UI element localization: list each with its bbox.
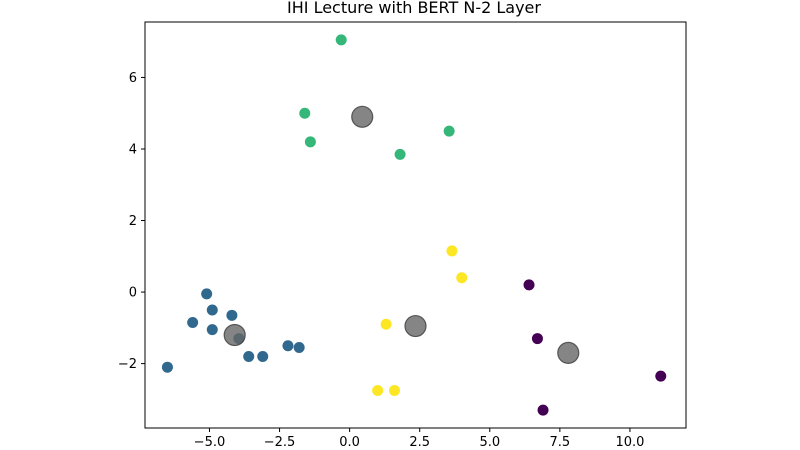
scatter-point-cluster-2: [304, 136, 316, 148]
scatter-point-cluster-1: [206, 324, 218, 336]
scatter-point-cluster-0: [655, 370, 667, 382]
scatter-point-cluster-1: [187, 316, 199, 328]
scatter-point-cluster-3: [388, 384, 400, 396]
scatter-point-cluster-1: [206, 304, 218, 316]
scatter-point-cluster-1: [161, 361, 173, 373]
scatter-point-cluster-1: [226, 309, 238, 321]
scatter-point-cluster-0: [523, 279, 535, 291]
x-tick-label: −5.0: [194, 435, 226, 450]
x-tick-label: 7.5: [550, 435, 571, 450]
plot-area: −5.0 −2.5 0.0 2.5 5.0 7.5 10.0 −2 0 2 4 6: [118, 21, 687, 450]
x-tick-label: 10.0: [615, 435, 644, 450]
chart-title: IHI Lecture with BERT N-2 Layer: [287, 0, 541, 17]
y-tick-label: 4: [129, 142, 137, 157]
scatter-point-cluster-1: [282, 340, 294, 352]
scatter-point-cluster-3: [380, 318, 392, 330]
scatter-point-cluster-1: [201, 288, 213, 300]
centroid-marker: [557, 341, 580, 364]
scatter-point-cluster-1: [243, 350, 255, 362]
axes-frame: [144, 21, 687, 429]
centroid-marker: [404, 314, 427, 338]
centroid-marker: [351, 105, 374, 128]
y-tick-label: 2: [129, 214, 137, 229]
scatter-point-cluster-0: [531, 333, 543, 345]
x-tick-label: 2.5: [409, 435, 430, 450]
scatter-point-cluster-3: [456, 272, 468, 284]
y-tick-label: 0: [129, 286, 137, 301]
scatter-point-cluster-0: [537, 404, 549, 416]
scatter-point-cluster-3: [372, 384, 384, 396]
y-tick-label: −2: [118, 357, 137, 372]
scatter-point-cluster-2: [394, 148, 406, 160]
x-tick-label: 5.0: [479, 435, 500, 450]
scatter-point-cluster-1: [257, 350, 269, 362]
scatter-point-cluster-2: [335, 34, 347, 46]
scatter-point-cluster-1: [293, 342, 305, 354]
scatter-point-cluster-2: [443, 125, 455, 137]
x-tick-label: −2.5: [264, 435, 296, 450]
y-tick-label: 6: [129, 71, 137, 86]
scatter-point-cluster-2: [299, 107, 311, 119]
x-tick-label: 0.0: [339, 435, 360, 450]
centroid-marker: [223, 323, 246, 347]
scatter-point-cluster-3: [446, 245, 458, 257]
